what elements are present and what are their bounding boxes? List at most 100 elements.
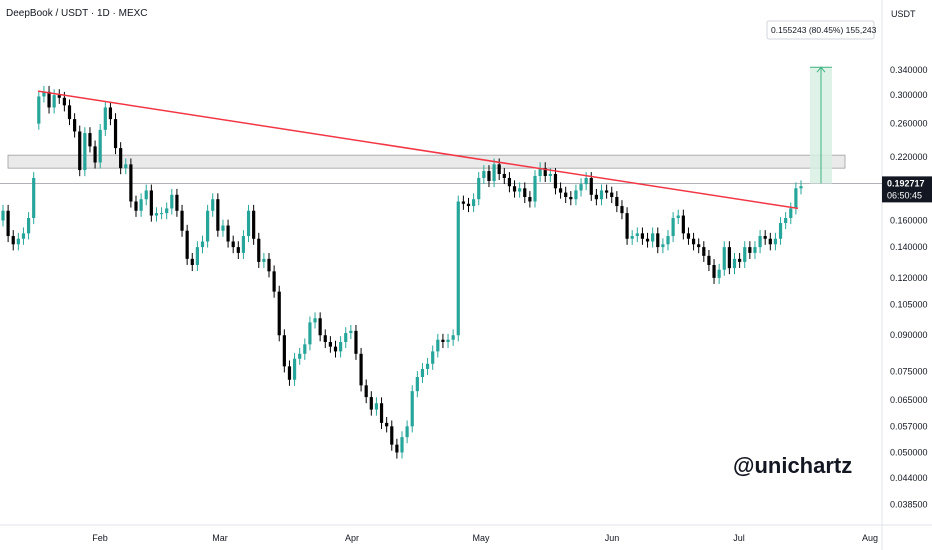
- y-tick-label: 0.075000: [890, 367, 928, 377]
- candle-body: [671, 218, 675, 237]
- candle-body: [589, 177, 593, 195]
- candle-body: [113, 119, 118, 149]
- chart-title: DeepBook / USDT · 1D · MEXC: [6, 8, 148, 19]
- candle-body: [558, 188, 563, 193]
- candle-body: [528, 196, 532, 202]
- candle-body: [446, 339, 450, 343]
- candle-body: [487, 171, 491, 182]
- x-tick-label: May: [472, 533, 490, 543]
- candle-body: [707, 255, 711, 265]
- y-tick-label: 0.140000: [890, 242, 928, 252]
- candle-body: [768, 238, 772, 245]
- candle-body: [497, 164, 501, 174]
- candle-body: [195, 247, 199, 265]
- candle-body: [379, 403, 384, 423]
- candle-body: [313, 318, 317, 323]
- candle-body: [512, 186, 517, 192]
- candle-body: [21, 233, 26, 239]
- candle-body: [492, 164, 496, 182]
- labels-layer: 0.155243 (80.45%) 155,243 0.192717 06:50:4…: [728, 20, 932, 480]
- candle-body: [78, 131, 82, 171]
- candle-body: [170, 194, 174, 209]
- candle-body: [354, 330, 358, 354]
- candle-body: [773, 238, 778, 245]
- candle-body: [451, 335, 455, 340]
- candle-body: [175, 194, 179, 211]
- candle-body: [425, 363, 430, 369]
- candle-body: [98, 129, 102, 163]
- x-tick-label: Aug: [862, 533, 878, 543]
- candle-body: [656, 233, 660, 248]
- candle-body: [364, 385, 368, 398]
- candle-body: [185, 230, 189, 259]
- candle-body: [144, 190, 148, 200]
- candle-body: [635, 233, 639, 237]
- candle-body: [303, 344, 307, 354]
- candle-body: [594, 194, 598, 200]
- candle-body: [287, 366, 292, 380]
- x-tick-label: Jun: [605, 533, 620, 543]
- candle-body: [584, 177, 588, 185]
- candle-body: [620, 206, 624, 214]
- candle-body: [108, 107, 113, 120]
- candle-body: [502, 173, 506, 178]
- candle-body: [165, 208, 169, 214]
- y-tick-label: 0.300000: [890, 90, 928, 100]
- candle-body: [298, 353, 302, 359]
- candle-body: [645, 238, 650, 242]
- candle-body: [42, 91, 46, 97]
- candle-body: [579, 184, 583, 191]
- candle-body: [610, 192, 614, 197]
- candle-body: [93, 146, 97, 163]
- candle-body: [200, 241, 205, 248]
- candle-body: [333, 346, 338, 352]
- candle-body: [385, 422, 389, 427]
- candle-body: [216, 199, 220, 231]
- candle-body: [676, 215, 680, 219]
- candle-body: [241, 236, 246, 253]
- candle-body: [743, 247, 747, 262]
- currency-label: USDT: [891, 9, 916, 19]
- candle-body: [257, 238, 261, 262]
- candle-body: [661, 244, 665, 248]
- candle-body: [748, 247, 752, 253]
- candle-body: [62, 97, 66, 106]
- candle-body: [395, 444, 399, 453]
- candle-body: [190, 258, 194, 265]
- candle-body: [277, 291, 281, 336]
- candle-body: [292, 358, 297, 380]
- current-price-value: 0.192717: [887, 178, 925, 188]
- candle-body: [328, 342, 332, 347]
- candle-body: [625, 213, 629, 239]
- candle-body: [615, 196, 619, 207]
- candle-body: [374, 403, 379, 410]
- drawings-layer: [37, 66, 832, 210]
- candle-body: [794, 188, 798, 209]
- candle-body: [6, 210, 10, 237]
- candle-body: [149, 190, 153, 216]
- y-tick-label: 0.260000: [890, 119, 928, 129]
- resistance-zone: [7, 154, 846, 169]
- y-tick-label: 0.038500: [890, 500, 928, 510]
- candle-body: [538, 168, 542, 176]
- candle-body: [799, 186, 803, 189]
- watermark: @unichartz: [733, 453, 852, 478]
- candle-body: [702, 247, 706, 256]
- candle-body: [236, 247, 240, 253]
- candle-body: [523, 188, 527, 197]
- candle-body: [349, 330, 353, 334]
- candle-body: [26, 218, 31, 234]
- candle-body: [211, 199, 215, 211]
- candle-body: [569, 196, 573, 200]
- candle-body: [436, 339, 440, 352]
- candle-body: [52, 95, 56, 108]
- candle-body: [308, 322, 312, 345]
- candle-body: [630, 236, 634, 239]
- candle-body: [564, 192, 568, 197]
- candle-body: [369, 397, 373, 410]
- candle-body: [318, 318, 322, 336]
- candle-body: [32, 177, 36, 219]
- x-tick-label: Mar: [212, 533, 228, 543]
- y-tick-label: 0.120000: [890, 273, 928, 283]
